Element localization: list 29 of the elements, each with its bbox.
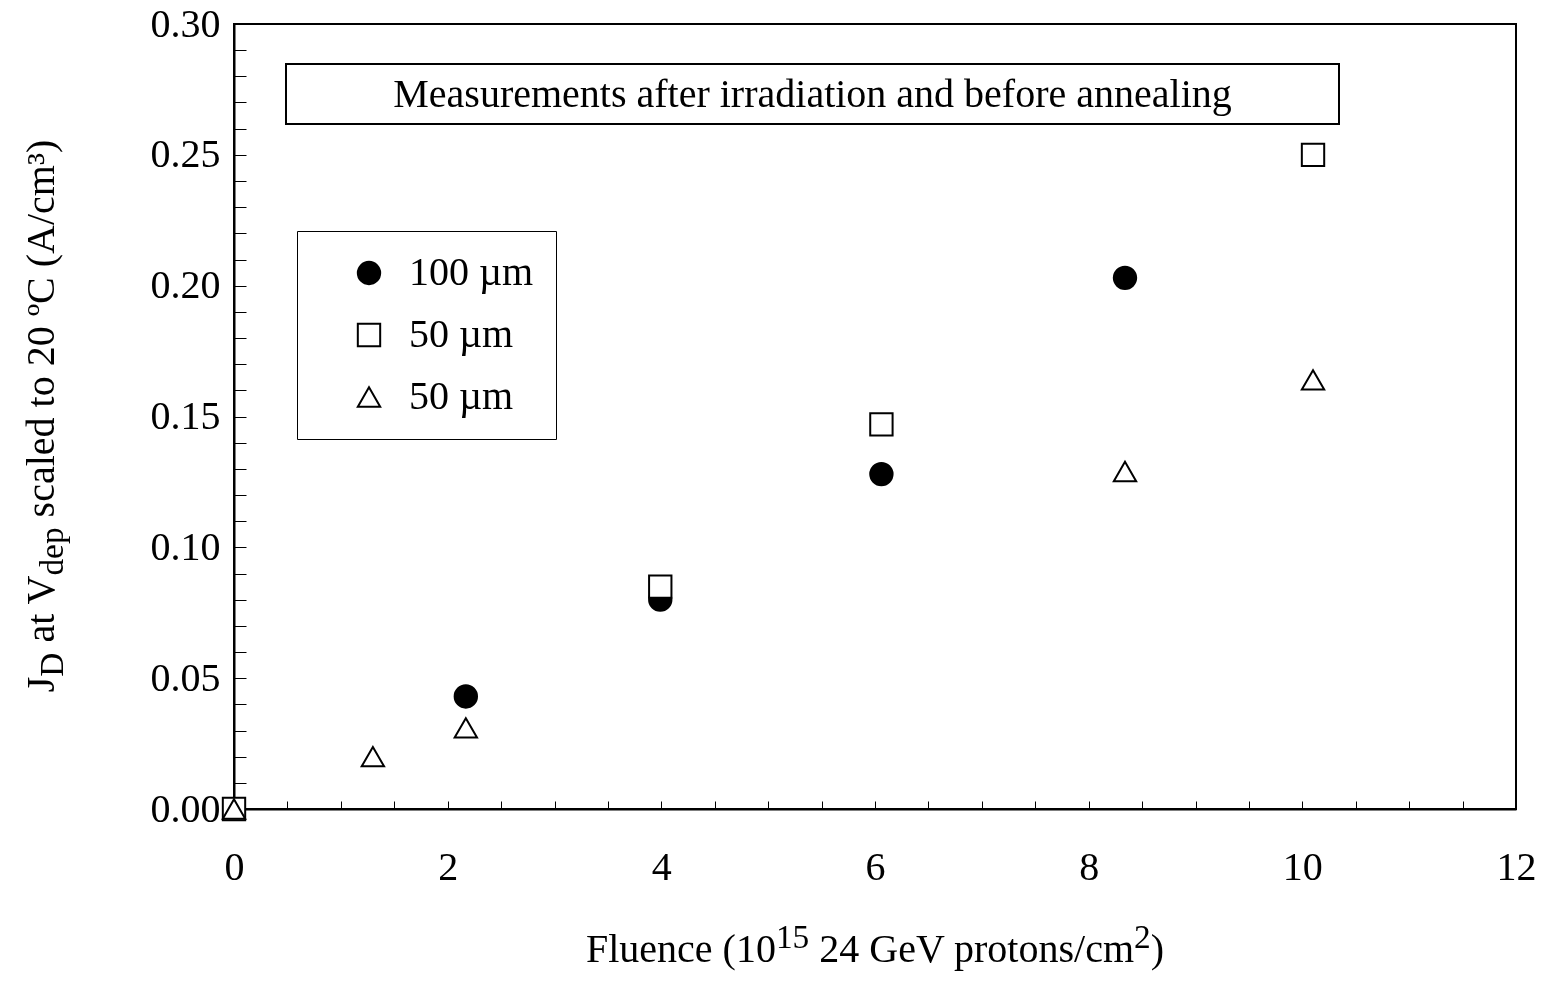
x-tick-label: 2 xyxy=(438,843,459,889)
legend-label: 50 µm xyxy=(409,373,514,418)
point xyxy=(1300,369,1326,391)
legend-label: 100 µm xyxy=(409,249,534,294)
y-tick-label: 0.15 xyxy=(150,393,221,438)
framed-note: Measurements after irradiation and before annealing xyxy=(285,63,1340,125)
point xyxy=(453,684,479,709)
point xyxy=(453,717,479,739)
x-tick-label: 6 xyxy=(865,843,886,889)
point xyxy=(869,461,894,487)
y-tick-label: 0.10 xyxy=(150,523,221,569)
point xyxy=(1300,142,1326,168)
point xyxy=(360,745,386,768)
point xyxy=(1112,460,1138,483)
y-tick-label: 0.25 xyxy=(150,131,221,177)
point xyxy=(869,412,894,437)
y-tick-label: 0.00 xyxy=(150,785,221,831)
y-tick-label: 0.05 xyxy=(150,654,221,700)
legend-label: 50 µm xyxy=(409,311,514,356)
y-tick-label: 0.20 xyxy=(150,262,221,308)
point xyxy=(648,574,673,599)
y-tick-label: 0.30 xyxy=(150,0,221,46)
x-tick-label: 8 xyxy=(1079,843,1100,889)
x-axis-title: Fluence (10$^{15}$ 24 GeV protons/cm$^{2}$) xyxy=(585,918,1165,973)
x-tick-label: 10 xyxy=(1282,843,1323,889)
point xyxy=(1112,265,1138,290)
x-tick-label: 0 xyxy=(224,843,245,889)
x-tick-label: 4 xyxy=(651,843,672,889)
x-tick-label: 12 xyxy=(1496,843,1537,889)
